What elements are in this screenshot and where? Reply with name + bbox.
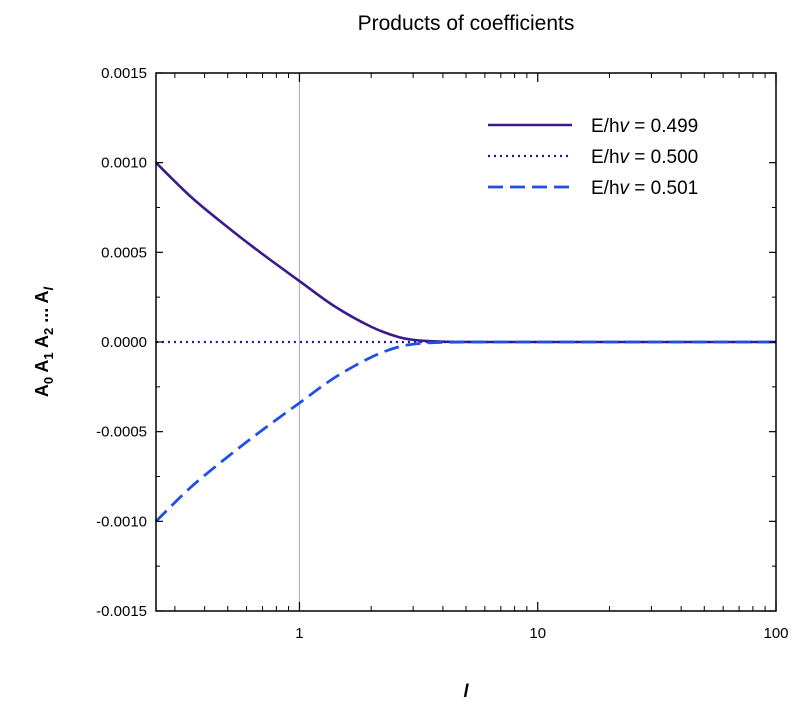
- y-tick-label: -0.0005: [96, 424, 147, 441]
- y-tick-label: -0.0015: [96, 603, 147, 620]
- chart-title: Products of coefficients: [358, 12, 575, 35]
- legend-label: E/hv = 0.499: [591, 116, 698, 137]
- x-tick-label: 100: [763, 625, 788, 642]
- x-tick-label: 1: [295, 625, 303, 642]
- y-tick-label: 0.0015: [101, 65, 147, 82]
- legend: E/hv = 0.499 E/hv = 0.500 E/hv = 0.501: [488, 116, 698, 199]
- y-tick-label: 0.0005: [101, 244, 147, 261]
- y-tick-label: -0.0010: [96, 513, 147, 530]
- series-line-3: [156, 342, 776, 521]
- x-tick-label: 10: [529, 625, 546, 642]
- y-tick-label: 0.0010: [101, 155, 147, 172]
- legend-label: E/hv = 0.501: [591, 178, 698, 199]
- x-axis-title: l: [463, 681, 469, 701]
- legend-label: E/hv = 0.500: [591, 147, 698, 168]
- y-tick-label: 0.0000: [101, 334, 147, 351]
- svg-text:A0 A1 A2 ... Al: A0 A1 A2 ... Al: [32, 286, 56, 397]
- series-layer: [156, 163, 776, 522]
- y-axis-title: A0 A1 A2 ... Al: [32, 286, 56, 397]
